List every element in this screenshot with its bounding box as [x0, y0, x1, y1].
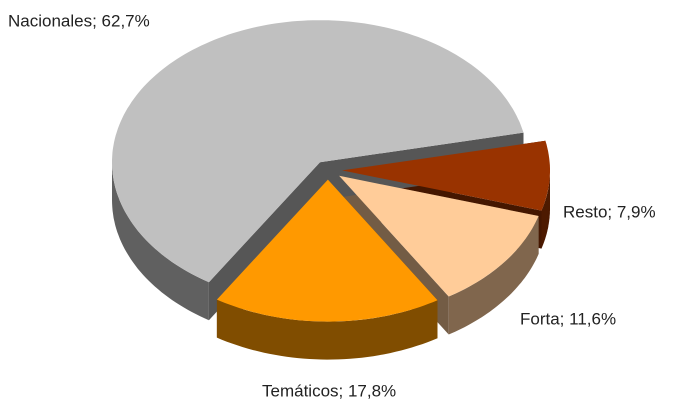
data-label: Resto; 7,9% — [563, 202, 656, 221]
slice — [339, 175, 539, 297]
data-label: Temáticos; 17,8% — [262, 381, 396, 400]
slice — [112, 20, 524, 283]
slice-wall — [112, 162, 209, 321]
slice — [342, 140, 550, 211]
slice — [216, 179, 438, 322]
slice-wall — [448, 216, 539, 335]
slice-wall — [541, 170, 550, 249]
data-label: Nacionales; 62,7% — [8, 11, 150, 30]
slice-wall — [216, 299, 438, 360]
data-label: Forta; 11,6% — [520, 309, 616, 328]
